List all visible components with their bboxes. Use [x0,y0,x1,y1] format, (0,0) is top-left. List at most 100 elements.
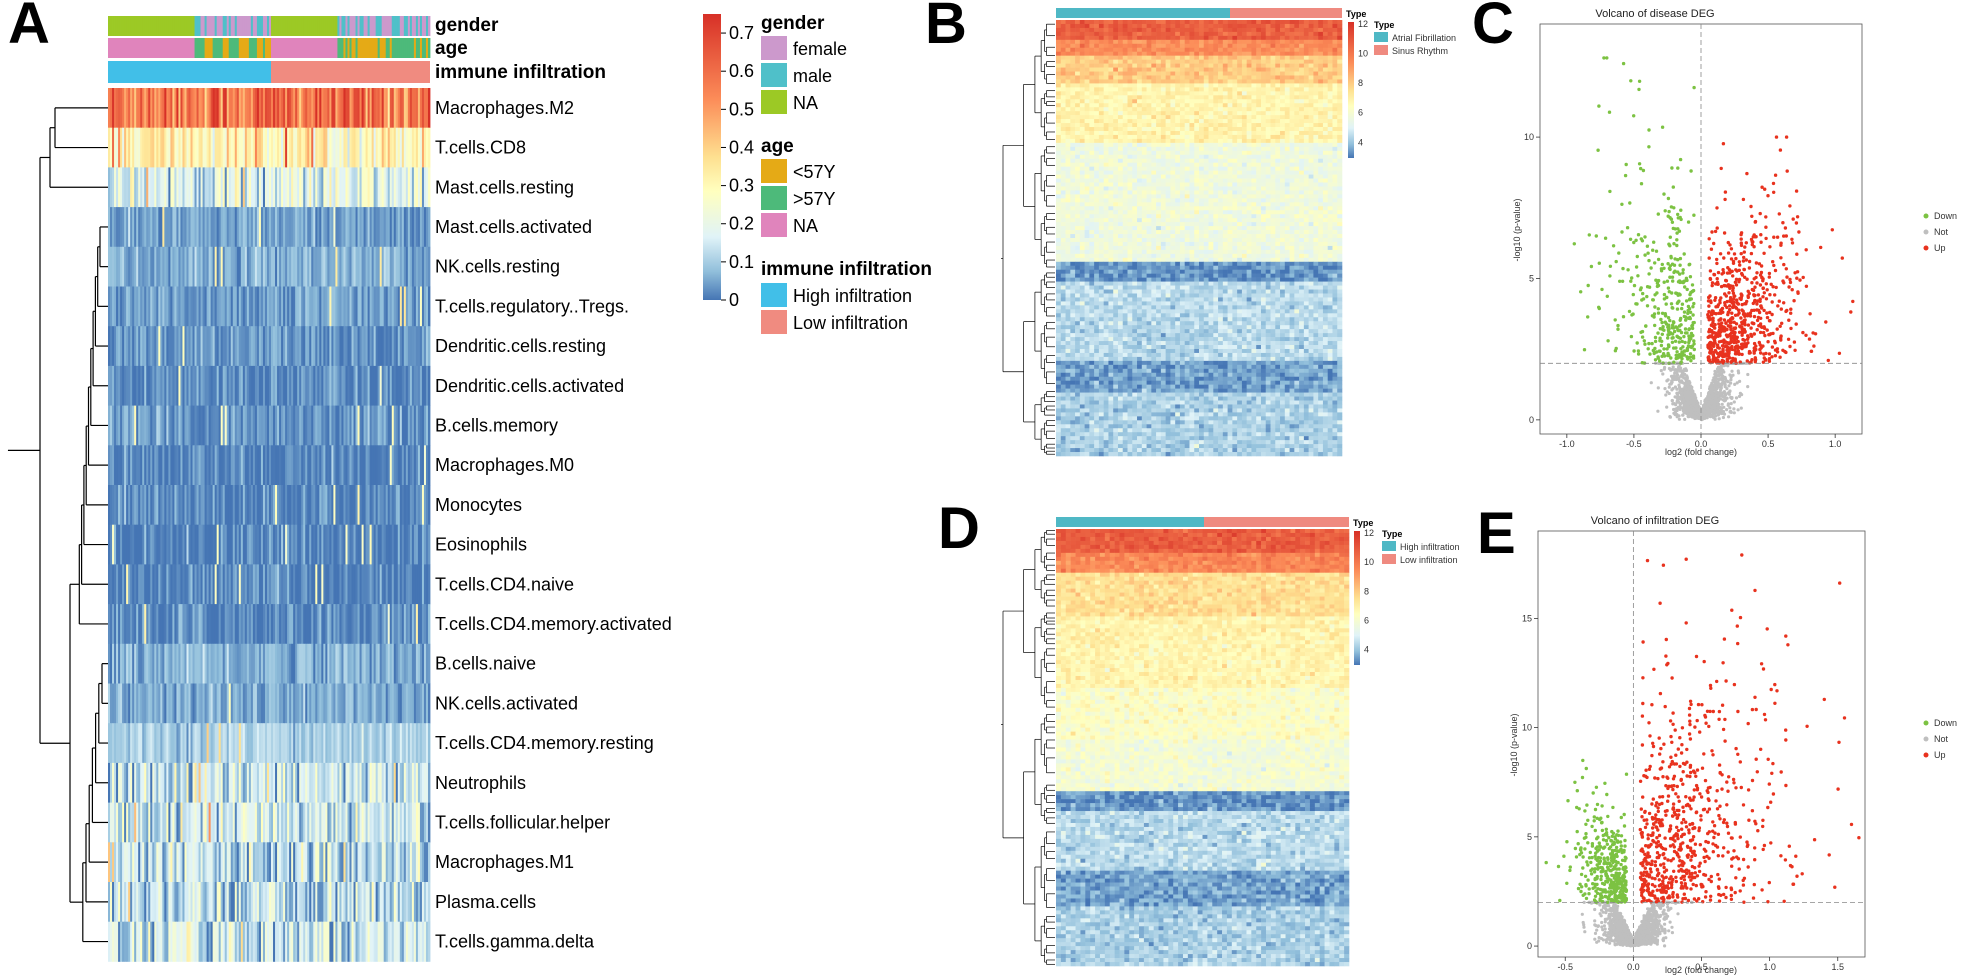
heatmap-cell [397,207,401,248]
heatmap-cell [142,485,145,526]
heatmap-cell [311,564,314,605]
heatmap-cell [1103,23,1109,29]
heatmap-cell [144,246,147,287]
heatmap-cell [178,167,181,208]
heatmap-cell [279,326,282,367]
heatmap-cell [1218,39,1224,45]
heatmap-cell [138,921,141,962]
heatmap-cell [1218,59,1224,64]
heatmap-cell [391,723,395,764]
heatmap-cell [1256,75,1262,80]
heatmap-cell [285,762,288,803]
heatmap-cell [287,643,290,684]
heatmap-cell [419,88,423,129]
heatmap-cell [315,207,318,248]
heatmap-cell [331,524,334,565]
heatmap-cell [313,524,316,565]
heatmap-cell [212,88,216,129]
annotation-age-cell [325,38,328,58]
heatmap-cell [182,365,185,406]
heatmap-cell [170,723,173,764]
heatmap-cell [423,207,427,248]
heatmap-cell [379,842,383,883]
heatmap-cell [234,882,238,923]
heatmap-cell [142,127,145,168]
heatmap-cell [283,167,286,208]
heatmap-cell [1327,63,1333,68]
heatmap-cell [216,921,220,962]
heatmap-cell [319,643,322,684]
heatmap-cell [1251,20,1257,25]
heatmap-cell [162,88,165,129]
heatmap-cell [216,802,220,843]
heatmap-cell [232,683,236,724]
heatmap-cell [256,88,260,129]
heatmap-cell [248,921,252,962]
heatmap-cell [357,246,360,287]
annotation-gender-cell [136,16,139,36]
heatmap-cell [379,167,383,208]
heatmap-cell [319,485,322,526]
heatmap-cell [128,762,131,803]
heatmap-cell [415,723,419,764]
heatmap-cell [399,604,403,645]
heatmap-cell [361,326,364,367]
heatmap-cell [1218,79,1224,84]
heatmap-cell [417,127,421,168]
heatmap-cell [363,842,366,883]
heatmap-cell [262,524,266,565]
heatmap-cell [417,882,421,923]
annotation-gender-cell [120,16,123,36]
heatmap-cell [1137,39,1143,45]
heatmap-cell [393,524,397,565]
heatmap-cell [299,683,302,724]
heatmap-cell [108,802,111,843]
heatmap-cell [359,326,362,367]
heatmap-cell [381,921,385,962]
heatmap-cell [411,524,415,565]
heatmap-cell [124,524,127,565]
heatmap-cell [142,723,145,764]
heatmap-cell [218,485,222,526]
heatmap-cell [427,604,431,645]
heatmap-cell [1108,59,1114,64]
heatmap-cell [1327,43,1333,49]
annotation-age-cell [377,38,381,58]
heatmap-cell [1208,63,1214,68]
heatmap-cell [277,683,280,724]
heatmap-cell [1113,23,1119,29]
heatmap-cell [271,88,274,129]
heatmap-cell [132,802,135,843]
heatmap-cell [1275,67,1281,72]
heatmap-cell [1275,71,1281,76]
heatmap-cell [287,882,290,923]
heatmap-cell [1098,67,1104,72]
heatmap-cell [1175,39,1181,45]
heatmap-cell [232,524,236,565]
heatmap-cell [425,882,429,923]
heatmap-cell [224,524,228,565]
heatmap-cell [1189,55,1195,60]
heatmap-cell [295,842,298,883]
heatmap-cell [170,842,173,883]
heatmap-cell [323,762,326,803]
heatmap-cell [160,405,163,446]
heatmap-cell [178,882,181,923]
heatmap-cell [1199,79,1205,84]
heatmap-cell [317,723,320,764]
heatmap-cell [152,921,155,962]
heatmap-cell [226,88,230,129]
heatmap-cell [116,524,119,565]
annotation-gender-cell [114,16,117,36]
heatmap-cell [134,326,137,367]
heatmap-cell [164,802,167,843]
heatmap-cell [1227,75,1233,80]
heatmap-cell [256,921,260,962]
heatmap-cell [186,802,189,843]
legend-label-gender-na: NA [793,93,818,113]
heatmap-cell [194,326,197,367]
heatmap-cell [1146,63,1152,68]
heatmap-cell [204,762,208,803]
heatmap-cell [367,564,371,605]
heatmap-cell [240,286,244,327]
